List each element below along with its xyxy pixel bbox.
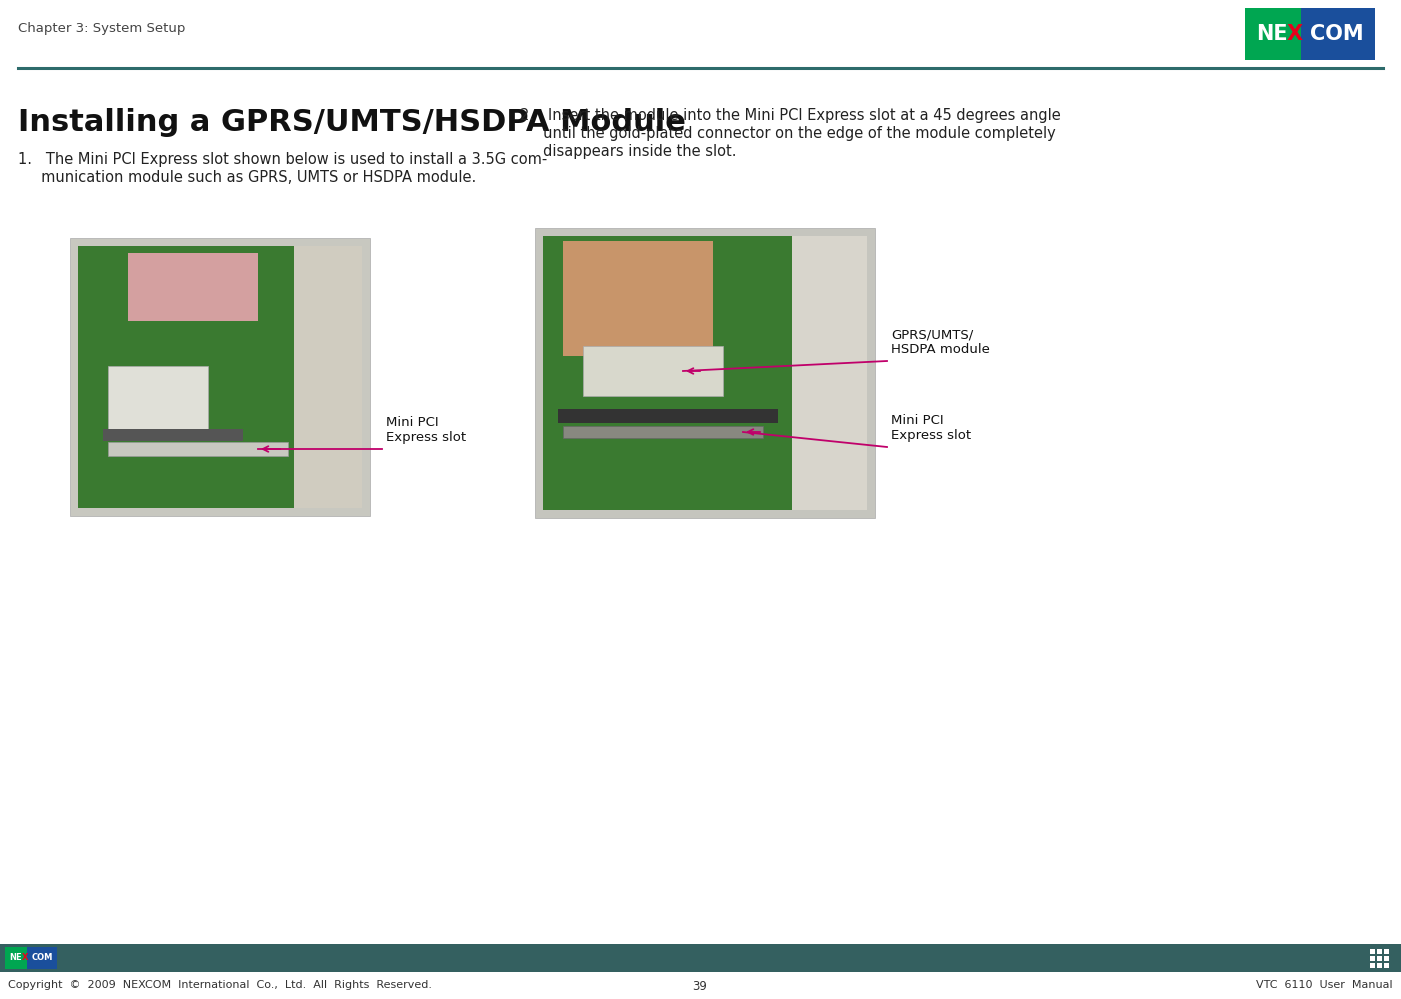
- Bar: [1370, 956, 1374, 961]
- Text: X: X: [1286, 24, 1303, 44]
- Bar: [1370, 949, 1374, 954]
- Bar: [535, 228, 876, 518]
- Text: NE: NE: [1257, 24, 1288, 44]
- Text: Chapter 3: System Setup: Chapter 3: System Setup: [18, 22, 185, 35]
- Bar: [1384, 956, 1388, 961]
- Bar: [0, 944, 1401, 972]
- Text: NE: NE: [10, 953, 22, 962]
- Text: Mini PCI
Express slot: Mini PCI Express slot: [891, 414, 971, 442]
- Text: Copyright  ©  2009  NEXCOM  International  Co.,  Ltd.  All  Rights  Reserved.: Copyright © 2009 NEXCOM International Co…: [8, 980, 432, 990]
- Bar: [1245, 8, 1302, 60]
- Bar: [1384, 963, 1388, 968]
- Bar: [70, 238, 370, 516]
- Bar: [1384, 949, 1388, 954]
- Bar: [1377, 956, 1381, 961]
- Text: VTC  6110  User  Manual: VTC 6110 User Manual: [1257, 980, 1393, 990]
- Text: X: X: [22, 953, 28, 962]
- Bar: [104, 429, 242, 441]
- Bar: [583, 346, 723, 396]
- Bar: [563, 426, 764, 438]
- Text: GPRS/UMTS/
HSDPA module: GPRS/UMTS/ HSDPA module: [891, 328, 991, 356]
- Bar: [6, 947, 28, 969]
- Bar: [1377, 949, 1381, 954]
- Text: COM: COM: [31, 953, 53, 962]
- Bar: [1370, 963, 1374, 968]
- Text: 39: 39: [692, 980, 708, 993]
- Bar: [108, 442, 289, 456]
- Bar: [1377, 963, 1381, 968]
- Text: COM: COM: [1310, 24, 1365, 44]
- Bar: [294, 246, 361, 508]
- Text: Mini PCI
Express slot: Mini PCI Express slot: [387, 416, 467, 444]
- Text: 2.   Insert the module into the Mini PCI Express slot at a 45 degrees angle: 2. Insert the module into the Mini PCI E…: [520, 108, 1061, 123]
- Bar: [792, 236, 867, 510]
- Bar: [1302, 8, 1374, 60]
- Bar: [28, 947, 57, 969]
- Text: disappears inside the slot.: disappears inside the slot.: [520, 144, 737, 159]
- Text: munication module such as GPRS, UMTS or HSDPA module.: munication module such as GPRS, UMTS or …: [18, 170, 476, 185]
- Text: Installing a GPRS/UMTS/HSDPA Module: Installing a GPRS/UMTS/HSDPA Module: [18, 108, 686, 137]
- Text: 1.   The Mini PCI Express slot shown below is used to install a 3.5G com-: 1. The Mini PCI Express slot shown below…: [18, 152, 548, 167]
- Bar: [544, 236, 867, 510]
- Bar: [558, 409, 778, 423]
- Bar: [108, 366, 207, 436]
- Bar: [78, 246, 361, 508]
- Text: until the gold-plated connector on the edge of the module completely: until the gold-plated connector on the e…: [520, 126, 1056, 141]
- Bar: [127, 253, 258, 321]
- Bar: [563, 241, 713, 356]
